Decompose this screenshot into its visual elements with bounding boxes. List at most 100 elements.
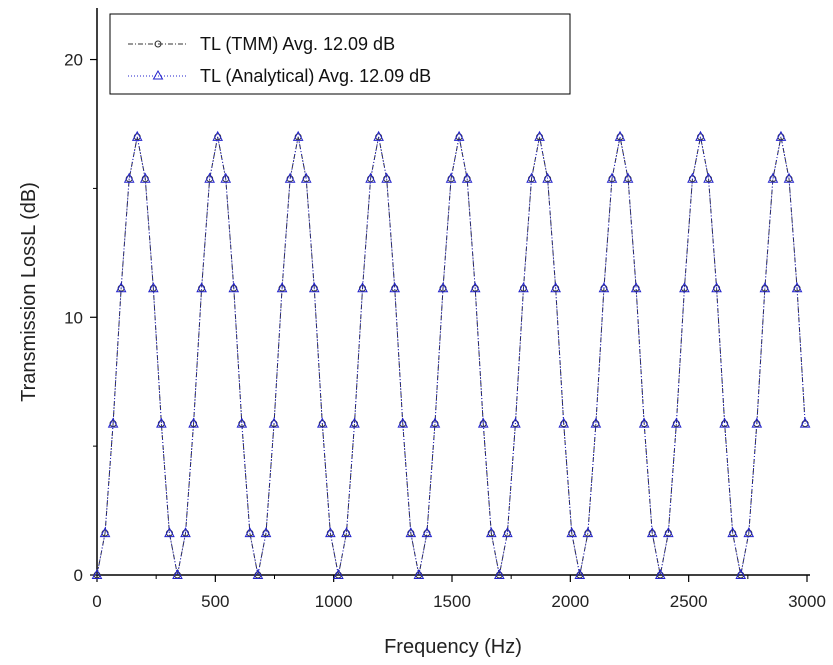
analytical-point — [469, 282, 481, 293]
analytical-point — [107, 417, 119, 428]
analytical-point — [671, 417, 682, 428]
analytical-point — [630, 282, 642, 293]
analytical-point — [131, 130, 143, 141]
analytical-point — [574, 568, 586, 579]
analytical-point — [397, 417, 409, 428]
x-axis-ticks: 0 500 1000 1500 2000 2500 3000 — [92, 575, 826, 611]
series-line-analytical — [96, 136, 806, 576]
y-axis-title: Transmission LossL (dB) — [18, 182, 40, 402]
analytical-point — [477, 417, 489, 428]
analytical-point — [662, 527, 674, 538]
analytical-point — [389, 282, 401, 293]
analytical-point — [453, 130, 465, 141]
plot-area — [91, 130, 811, 579]
analytical-point — [284, 172, 296, 183]
analytical-point — [646, 527, 658, 538]
analytical-point — [188, 417, 199, 428]
analytical-point — [638, 417, 650, 428]
analytical-point — [526, 172, 537, 183]
analytical-point — [381, 172, 393, 183]
analytical-point — [437, 282, 449, 293]
analytical-point — [767, 172, 779, 183]
analytical-point — [711, 282, 722, 293]
analytical-point — [606, 172, 618, 183]
analytical-point — [244, 527, 256, 538]
y-tick-label: 10 — [64, 308, 83, 327]
analytical-point — [156, 417, 167, 428]
analytical-point — [220, 172, 232, 183]
analytical-point — [252, 568, 264, 579]
analytical-point — [783, 172, 795, 183]
y-tick-label: 20 — [64, 51, 83, 70]
analytical-point — [566, 527, 578, 538]
analytical-point — [775, 130, 787, 141]
analytical-point — [558, 417, 570, 428]
analytical-point — [204, 172, 215, 183]
analytical-point — [365, 172, 376, 183]
analytical-point — [308, 282, 320, 293]
legend-label-tmm: TL (TMM) Avg. 12.09 dB — [200, 34, 395, 54]
x-tick-label: 2000 — [551, 592, 589, 611]
analytical-point — [703, 172, 714, 183]
analytical-point — [687, 172, 698, 183]
analytical-point — [268, 417, 280, 428]
x-tick-label: 1500 — [433, 592, 471, 611]
analytical-point — [99, 527, 111, 538]
analytical-point — [679, 282, 690, 293]
legend-item-analytical: TL (Analytical) Avg. 12.09 dB — [128, 66, 431, 86]
legend-marker-triangle-icon — [152, 69, 164, 80]
analytical-point — [550, 282, 561, 293]
analytical-point — [735, 568, 747, 579]
x-tick-label: 500 — [201, 592, 229, 611]
analytical-point — [654, 568, 666, 579]
analytical-point — [461, 172, 473, 183]
analytical-point — [349, 417, 360, 428]
y-tick-label: 0 — [74, 566, 83, 585]
analytical-point — [751, 417, 763, 428]
x-tick-label: 3000 — [788, 592, 826, 611]
analytical-point — [534, 130, 545, 141]
analytical-point — [413, 568, 425, 579]
analytical-point — [139, 172, 151, 183]
analytical-point — [445, 172, 457, 183]
analytical-point — [421, 527, 433, 538]
x-tick-label: 2500 — [670, 592, 708, 611]
analytical-point — [727, 527, 739, 538]
legend: TL (TMM) Avg. 12.09 dB TL (Analytical) A… — [109, 13, 571, 95]
x-tick-label: 0 — [92, 592, 101, 611]
analytical-point — [695, 130, 706, 141]
analytical-point — [373, 130, 384, 141]
analytical-point — [300, 172, 312, 183]
analytical-point — [325, 527, 336, 538]
analytical-point — [759, 282, 771, 293]
analytical-point — [333, 568, 344, 579]
analytical-point — [518, 282, 529, 293]
analytical-point — [357, 282, 368, 293]
analytical-point — [212, 130, 224, 141]
analytical-point — [164, 527, 175, 538]
analytical-point — [91, 568, 103, 579]
x-tick-label: 1000 — [315, 592, 353, 611]
analytical-point — [341, 527, 352, 538]
analytical-point — [180, 527, 191, 538]
analytical-point — [799, 417, 811, 428]
analytical-point — [485, 527, 497, 538]
x-axis-title: Frequency (Hz) — [384, 636, 522, 658]
analytical-point — [542, 172, 553, 183]
analytical-point — [493, 568, 505, 579]
analytical-point — [292, 130, 304, 141]
analytical-point — [582, 527, 594, 538]
analytical-point — [743, 527, 755, 538]
analytical-point — [791, 282, 803, 293]
analytical-point — [405, 527, 417, 538]
analytical-point — [510, 417, 521, 428]
analytical-point — [719, 417, 730, 428]
analytical-point — [598, 282, 610, 293]
legend-item-tmm: TL (TMM) Avg. 12.09 dB — [128, 34, 395, 54]
analytical-point — [590, 417, 602, 428]
analytical-point — [622, 172, 634, 183]
analytical-point — [276, 282, 288, 293]
analytical-point — [429, 417, 441, 428]
